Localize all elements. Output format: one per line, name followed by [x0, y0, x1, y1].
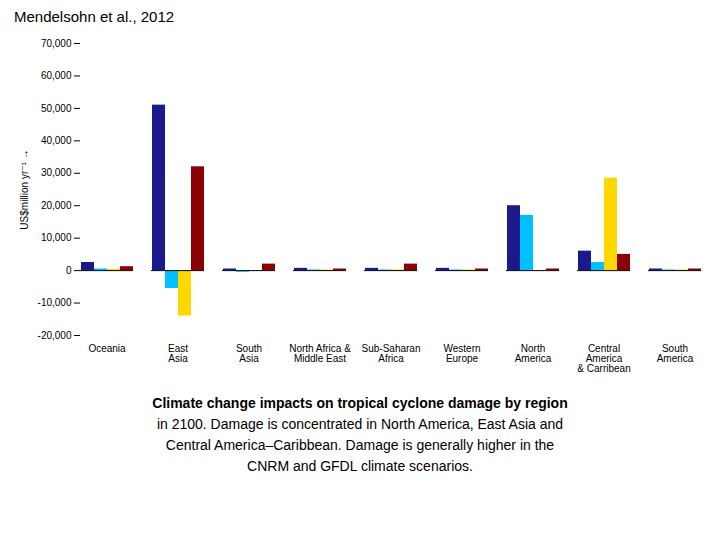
svg-text:70,000: 70,000	[41, 38, 72, 49]
svg-text:20,000: 20,000	[41, 200, 72, 211]
svg-text:North Africa &Middle East: North Africa &Middle East	[289, 343, 351, 364]
svg-text:Oceania: Oceania	[88, 343, 126, 354]
html-text:Central America–Caribbean. Dam: Central America–Caribbean. Damage is gen…	[165, 437, 555, 453]
svg-text:40,000: 40,000	[41, 135, 72, 146]
svg-text:-20,000: -20,000	[38, 330, 72, 341]
html-text:in 2100. Damage is concentrate: in 2100. Damage is concentrated in North…	[156, 416, 564, 432]
svg-text:50,000: 50,000	[41, 103, 72, 114]
svg-text:-10,000: -10,000	[38, 297, 72, 308]
svg-text:EastAsia: EastAsia	[168, 343, 188, 364]
svg-text:US$million yr⁻¹ →: US$million yr⁻¹ →	[19, 149, 30, 229]
svg-text:WesternEurope: WesternEurope	[443, 343, 480, 364]
html-text:CNRM and GFDL climate scenario: CNRM and GFDL climate scenarios.	[247, 458, 473, 474]
html-text:Climate change impacts on trop: Climate change impacts on tropical cyclo…	[152, 395, 568, 411]
svg-text:SouthAmerica: SouthAmerica	[657, 343, 694, 364]
html-text:Mendelsohn et al., 2012: Mendelsohn et al., 2012	[14, 8, 175, 25]
svg-text:0: 0	[66, 265, 72, 276]
svg-text:SouthAsia: SouthAsia	[236, 343, 262, 364]
svg-text:Sub-SaharanAfrica: Sub-SaharanAfrica	[362, 343, 421, 364]
svg-text:CentralAmerica& Carribean: CentralAmerica& Carribean	[577, 343, 630, 374]
svg-text:30,000: 30,000	[41, 167, 72, 178]
svg-text:10,000: 10,000	[41, 232, 72, 243]
svg-text:60,000: 60,000	[41, 70, 72, 81]
svg-text:NorthAmerica: NorthAmerica	[515, 343, 552, 364]
